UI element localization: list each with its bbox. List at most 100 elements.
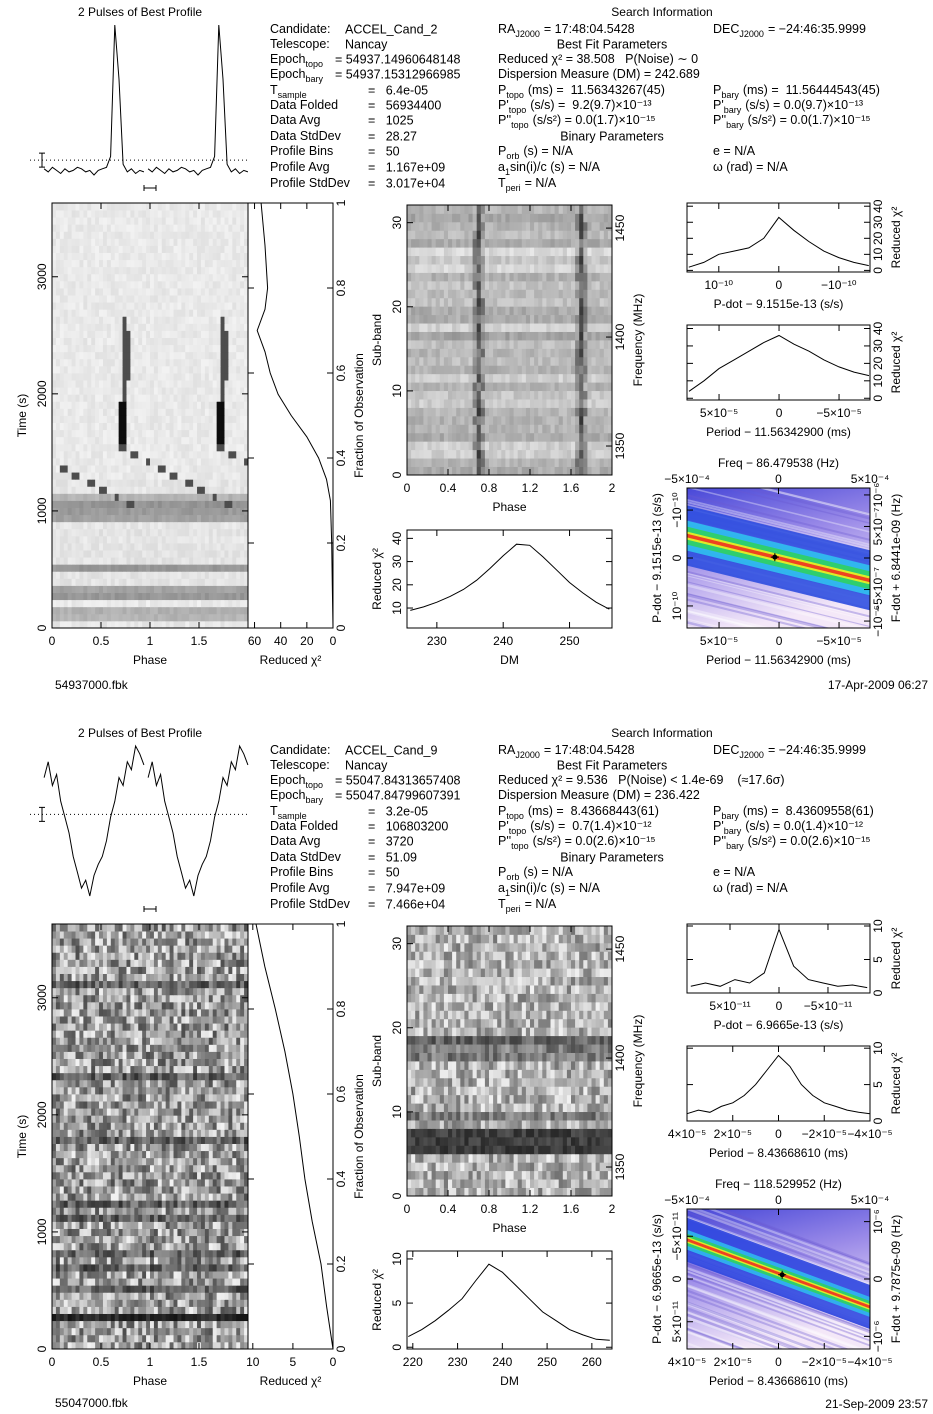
image-pixel	[411, 340, 416, 349]
image-pixel	[110, 450, 116, 459]
image-pixel	[173, 365, 178, 374]
image-pixel	[525, 399, 531, 408]
image-pixel	[173, 245, 178, 253]
image-pixel	[216, 344, 221, 353]
image-pixel	[102, 330, 108, 338]
image-pixel	[228, 394, 233, 402]
image-pixel	[79, 443, 84, 452]
image-pixel	[95, 528, 100, 537]
image-pixel	[52, 620, 57, 629]
image-pixel	[71, 564, 76, 572]
image-pixel	[228, 429, 233, 438]
image-pixel	[153, 507, 159, 516]
image-pixel	[411, 382, 416, 392]
image-pixel	[501, 432, 506, 442]
image-pixel	[443, 365, 449, 375]
image-pixel	[607, 356, 613, 366]
image-pixel	[224, 217, 229, 225]
image-pixel	[244, 380, 249, 388]
image-pixel	[517, 373, 523, 383]
image-pixel	[591, 390, 596, 400]
image-pixel	[146, 288, 151, 296]
info-text: Candidate:	[270, 22, 330, 36]
image-pixel	[106, 578, 112, 586]
image-pixel	[501, 314, 506, 324]
image-pixel	[71, 458, 76, 466]
image-pixel	[579, 365, 584, 375]
info-label: P''	[498, 113, 511, 127]
image-pixel	[468, 441, 473, 451]
image-pixel	[134, 429, 139, 438]
image-pixel	[106, 486, 112, 494]
image-pixel	[75, 380, 80, 388]
image-pixel	[435, 373, 441, 383]
image-pixel	[489, 382, 494, 392]
image-pixel	[468, 272, 473, 282]
image-pixel	[232, 280, 237, 289]
image-pixel	[546, 297, 551, 307]
image-pixel	[189, 599, 194, 608]
image-pixel	[67, 252, 72, 261]
image-pixel	[200, 415, 206, 423]
image-pixel	[204, 465, 210, 473]
image-pixel	[146, 557, 151, 565]
image-pixel	[106, 585, 112, 593]
image-pixel	[566, 348, 572, 358]
image-pixel	[161, 280, 167, 289]
image-pixel	[114, 429, 120, 438]
image-pixel	[197, 316, 202, 324]
image-pixel	[228, 486, 233, 494]
image-pixel	[587, 365, 592, 375]
image-pixel	[197, 613, 202, 622]
image-pixel	[448, 390, 453, 400]
image-pixel	[550, 264, 555, 273]
image-pixel	[456, 272, 461, 282]
image-pixel	[208, 259, 214, 268]
y2-tick-label: 30	[871, 215, 885, 229]
image-pixel	[204, 578, 210, 586]
image-pixel	[525, 323, 531, 332]
image-pixel	[146, 330, 151, 338]
image-pixel	[534, 373, 539, 383]
x2-tick-label: 0	[775, 472, 782, 486]
image-pixel	[122, 316, 127, 324]
image-pixel	[169, 295, 174, 303]
image-pixel	[571, 458, 576, 467]
image-pixel	[204, 500, 210, 508]
image-pixel	[427, 466, 432, 476]
image-pixel	[435, 230, 441, 240]
image-pixel	[193, 613, 198, 622]
image-pixel	[91, 443, 96, 452]
profile-title: 2 Pulses of Best Profile	[78, 726, 202, 740]
image-pixel	[468, 449, 473, 459]
image-pixel	[224, 330, 229, 338]
image-pixel	[157, 280, 163, 289]
image-pixel	[484, 205, 490, 214]
image-pixel	[435, 424, 441, 434]
image-pixel	[423, 382, 428, 392]
image-pixel	[161, 266, 167, 275]
image-pixel	[161, 514, 167, 523]
image-pixel	[419, 230, 424, 240]
image-pixel	[67, 238, 72, 246]
image-pixel	[150, 373, 155, 381]
best-fit-cross	[770, 553, 779, 562]
image-pixel	[102, 210, 108, 218]
image-pixel	[114, 550, 120, 558]
image-pixel	[505, 323, 510, 332]
image-pixel	[427, 255, 432, 265]
image-pixel	[142, 550, 147, 558]
image-pixel	[204, 273, 210, 282]
image-pixel	[153, 344, 159, 353]
image-pixel	[99, 238, 104, 246]
image-pixel	[87, 429, 92, 438]
image-pixel	[534, 289, 539, 299]
image-pixel	[55, 606, 61, 615]
image-pixel	[439, 289, 445, 299]
image-pixel	[130, 415, 135, 423]
image-pixel	[138, 323, 143, 331]
image-pixel	[126, 323, 131, 331]
image-pixel	[55, 316, 61, 324]
image-pixel	[546, 466, 551, 476]
image-pixel	[232, 387, 237, 395]
